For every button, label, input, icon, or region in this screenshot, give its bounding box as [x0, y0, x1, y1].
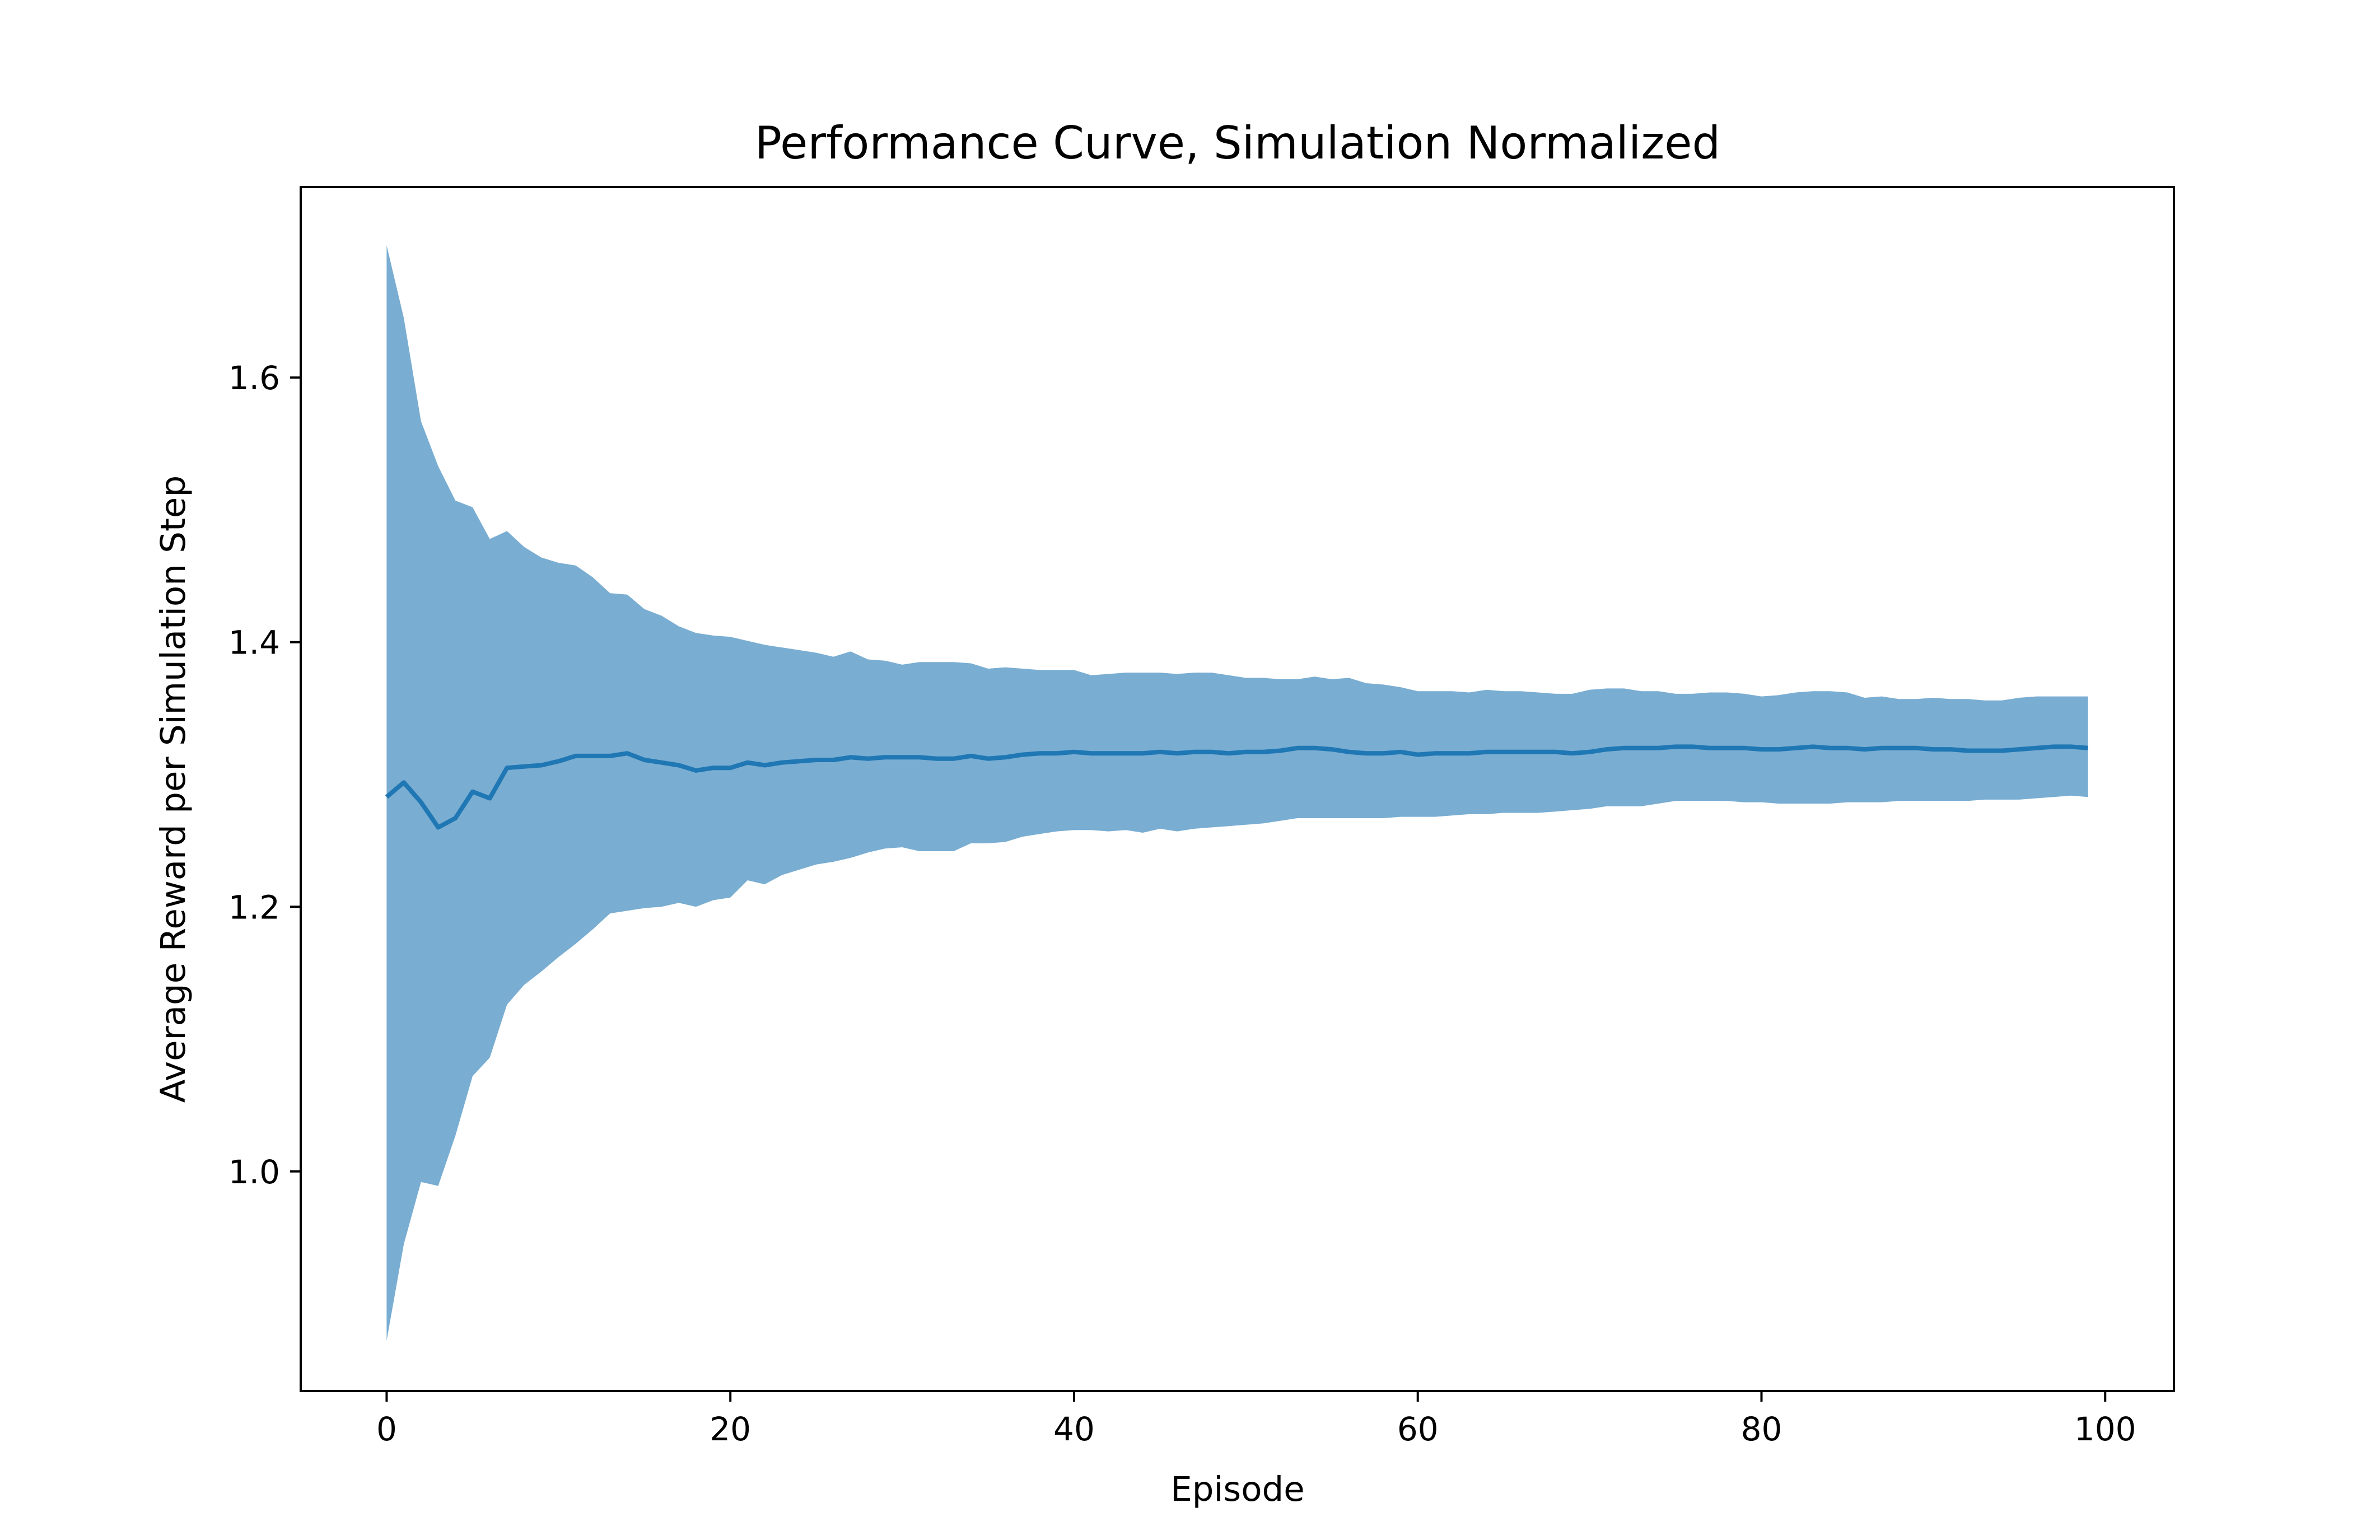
y-tick-label: 1.0: [228, 1153, 280, 1191]
x-axis-ticks: 0 20 40 60 80 100: [376, 1391, 2136, 1448]
x-tick-label: 40: [1053, 1410, 1095, 1448]
x-tick-label: 60: [1397, 1410, 1439, 1448]
axes-frame: [300, 186, 2175, 1392]
x-tick-label: 80: [1741, 1410, 1782, 1448]
x-tick-label: 100: [2074, 1410, 2136, 1448]
x-tick-label: 20: [710, 1410, 751, 1448]
x-axis-label: Episode: [1170, 1469, 1305, 1509]
confidence-band: [386, 245, 2088, 1341]
plot-area: [385, 245, 2088, 1341]
x-tick-label: 0: [376, 1410, 397, 1448]
y-tick-label: 1.6: [228, 359, 280, 397]
y-axis-ticks: 1.0 1.2 1.4 1.6: [228, 359, 301, 1191]
y-axis-label: Average Reward per Simulation Step: [153, 475, 193, 1103]
y-tick-label: 1.2: [228, 888, 280, 926]
mean-line: [385, 744, 2088, 830]
y-tick-label: 1.4: [228, 624, 280, 662]
chart-title: Performance Curve, Simulation Normalized: [755, 117, 1721, 169]
